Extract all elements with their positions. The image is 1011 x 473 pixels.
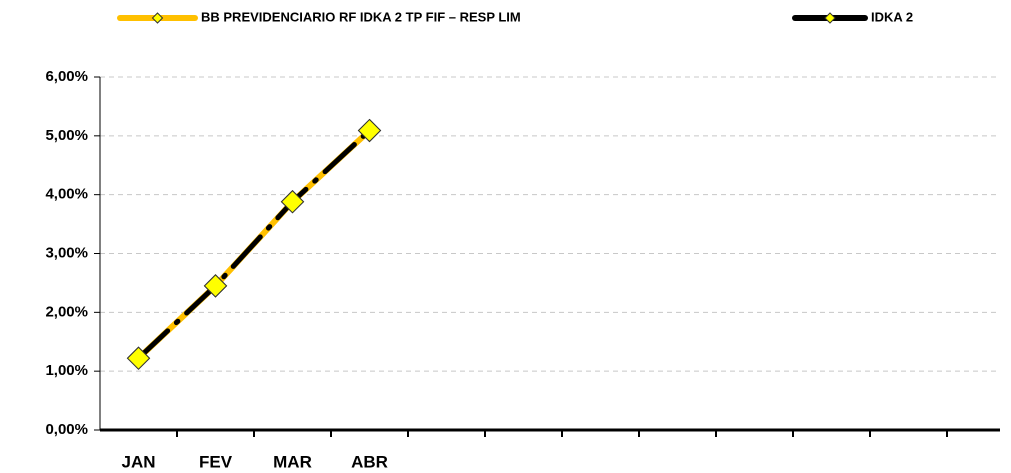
y-tick-label: 6,00% [45, 68, 88, 85]
legend-marker [151, 12, 164, 24]
x-tick-label: JAN [121, 452, 155, 471]
legend-marker [824, 12, 836, 24]
legend-label: BB PREVIDENCIARIO RF IDKA 2 TP FIF – RES… [201, 9, 521, 24]
y-tick-label: 2,00% [45, 303, 88, 320]
marker [203, 274, 228, 298]
y-tick-label: 3,00% [45, 244, 88, 261]
marker [280, 190, 305, 214]
y-tick-label: 5,00% [45, 127, 88, 144]
x-tick-label: FEV [199, 452, 233, 471]
x-tick-label: MAR [273, 452, 312, 471]
marker [126, 346, 151, 370]
y-tick-label: 0,00% [45, 421, 88, 438]
x-tick-label: ABR [351, 452, 388, 471]
series-line [136, 128, 372, 361]
legend-label: IDKA 2 [871, 9, 913, 24]
y-tick-label: 4,00% [45, 186, 88, 203]
marker [357, 118, 382, 143]
y-tick-label: 1,00% [45, 362, 88, 379]
